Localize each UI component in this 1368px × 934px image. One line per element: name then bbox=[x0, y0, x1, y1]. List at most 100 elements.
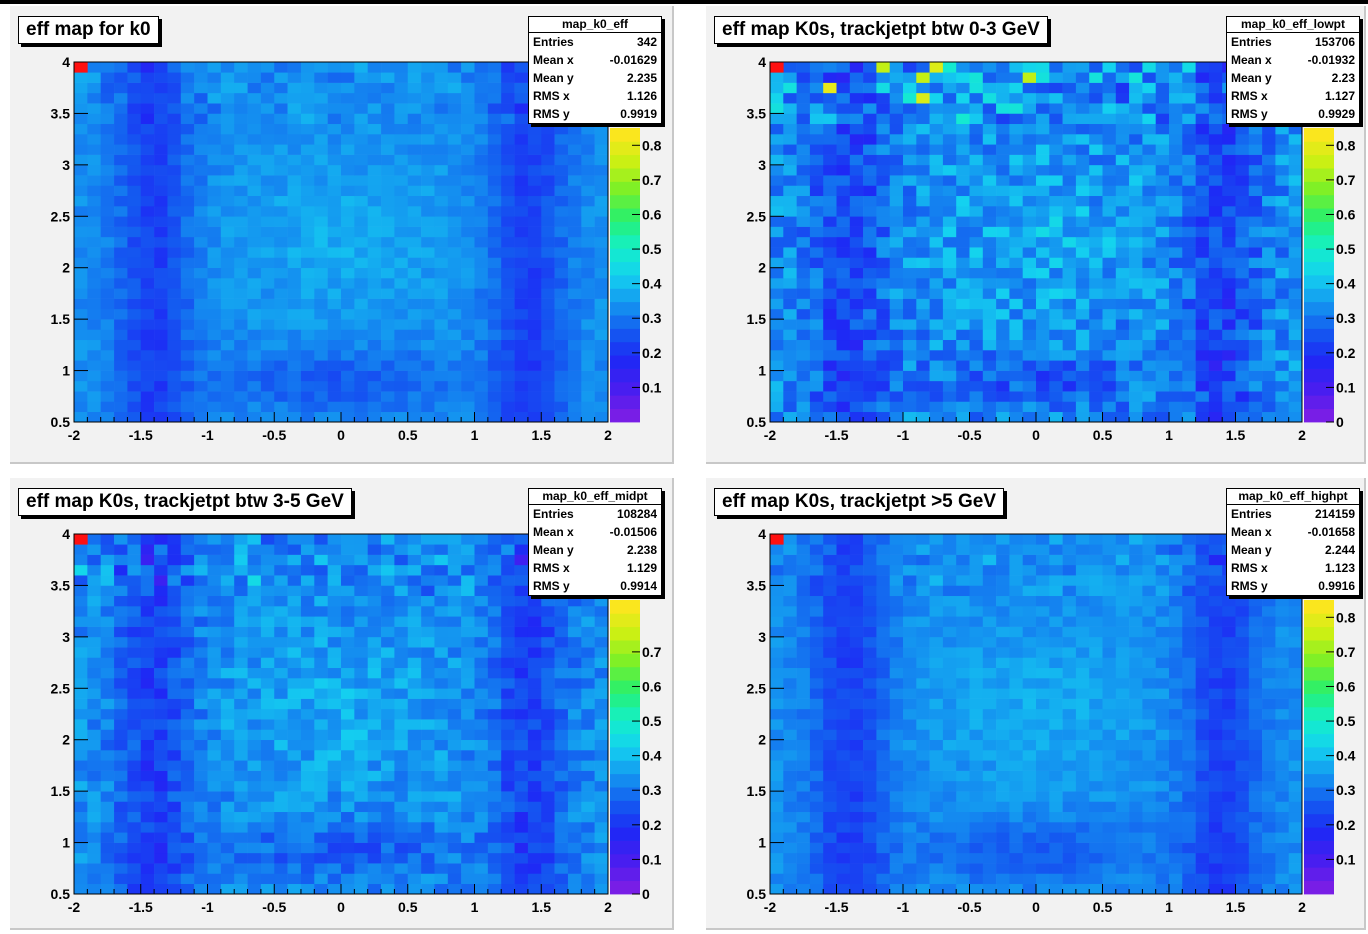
heatmap-cell bbox=[434, 175, 449, 186]
heatmap-cell bbox=[447, 350, 462, 361]
heatmap-cell bbox=[341, 206, 355, 217]
heatmap-cell bbox=[903, 123, 917, 135]
heatmap-cell bbox=[474, 401, 489, 413]
heatmap-cell bbox=[1262, 278, 1276, 289]
heatmap-cell bbox=[594, 647, 609, 658]
heatmap-cell bbox=[74, 134, 88, 145]
heatmap-cell bbox=[1275, 319, 1289, 330]
heatmap-cell bbox=[100, 883, 115, 895]
heatmap-cell bbox=[194, 811, 208, 823]
heatmap-cell bbox=[783, 863, 797, 874]
heatmap-cell bbox=[407, 134, 422, 145]
heatmap-cell bbox=[474, 822, 489, 833]
heatmap-cell bbox=[140, 842, 155, 854]
heatmap-cell bbox=[287, 688, 302, 699]
heatmap-cell bbox=[770, 411, 784, 423]
heatmap-cell bbox=[207, 401, 222, 413]
heatmap-cell bbox=[796, 103, 811, 114]
heatmap-cell bbox=[367, 626, 382, 638]
heatmap-cell bbox=[956, 842, 970, 854]
stats-label: RMS y bbox=[1231, 107, 1268, 121]
heatmap-cell bbox=[180, 852, 195, 864]
heatmap-cell bbox=[287, 595, 302, 607]
heatmap-cell bbox=[1275, 267, 1289, 279]
heatmap-cell bbox=[1102, 278, 1117, 289]
heatmap-cell bbox=[260, 185, 275, 197]
heatmap-cell bbox=[140, 832, 155, 843]
heatmap-cell bbox=[1155, 123, 1170, 135]
heatmap-cell bbox=[1036, 391, 1050, 402]
heatmap-cell bbox=[796, 339, 811, 351]
heatmap-cell bbox=[1102, 154, 1117, 166]
heatmap-cell bbox=[194, 267, 208, 279]
heatmap-cell bbox=[876, 278, 890, 289]
heatmap-cell bbox=[514, 370, 529, 382]
heatmap-cell bbox=[260, 226, 275, 238]
heatmap-cell bbox=[501, 247, 515, 258]
z-tick-label: 0.5 bbox=[1336, 241, 1356, 257]
heatmap-cell bbox=[1036, 206, 1050, 217]
heatmap-cell bbox=[1115, 791, 1130, 802]
heatmap-cell bbox=[127, 113, 142, 125]
heatmap-cell bbox=[367, 657, 382, 669]
heatmap-cell bbox=[836, 873, 851, 885]
heatmap-cell bbox=[234, 195, 248, 207]
heatmap-cell bbox=[594, 308, 609, 320]
heatmap-cell bbox=[220, 873, 235, 885]
heatmap-cell bbox=[287, 72, 302, 83]
heatmap-cell bbox=[541, 780, 555, 792]
heatmap-cell bbox=[1208, 329, 1223, 341]
heatmap-cell bbox=[796, 288, 811, 299]
heatmap-cell bbox=[836, 811, 851, 823]
heatmap-cell bbox=[876, 842, 890, 854]
heatmap-cell bbox=[140, 719, 155, 730]
heatmap-cell bbox=[514, 401, 529, 413]
heatmap-cell bbox=[1089, 175, 1103, 186]
heatmap-cell bbox=[903, 257, 917, 269]
heatmap-cell bbox=[1049, 123, 1063, 135]
heatmap-cell bbox=[554, 226, 569, 238]
heatmap-cell bbox=[1115, 134, 1130, 145]
heatmap-cell bbox=[956, 154, 970, 166]
heatmap-cell bbox=[916, 144, 930, 155]
heatmap-cell bbox=[1195, 832, 1210, 843]
color-scale-segment bbox=[610, 867, 640, 882]
heatmap-cell bbox=[1062, 134, 1077, 145]
heatmap-cell bbox=[1009, 62, 1023, 73]
heatmap-cell bbox=[1222, 308, 1236, 320]
y-tick-label: 2 bbox=[62, 732, 70, 748]
heatmap-cell bbox=[74, 698, 88, 710]
heatmap-cell bbox=[180, 678, 195, 689]
heatmap-cell bbox=[287, 811, 302, 823]
heatmap-cell bbox=[956, 339, 970, 351]
heatmap-cell bbox=[581, 801, 595, 813]
heatmap-cell bbox=[234, 370, 248, 382]
heatmap-cell bbox=[982, 82, 997, 94]
heatmap-cell bbox=[527, 770, 542, 782]
color-scale-segment bbox=[610, 261, 640, 276]
heatmap-cell bbox=[1075, 185, 1090, 197]
heatmap-cell bbox=[234, 380, 248, 392]
heatmap-cell bbox=[1049, 185, 1063, 197]
heatmap-cell bbox=[220, 801, 235, 813]
heatmap-cell bbox=[487, 647, 502, 658]
heatmap-cell bbox=[381, 719, 395, 730]
heatmap-cell bbox=[234, 123, 248, 135]
heatmap-cell bbox=[929, 298, 944, 310]
heatmap-cell bbox=[849, 852, 864, 864]
heatmap-cell bbox=[447, 391, 462, 402]
heatmap-cell bbox=[1182, 350, 1196, 361]
heatmap-cell bbox=[956, 236, 970, 248]
heatmap-cell bbox=[487, 92, 502, 104]
heatmap-cell bbox=[1195, 134, 1210, 145]
heatmap-cell bbox=[421, 185, 435, 197]
heatmap-cell bbox=[876, 801, 890, 813]
heatmap-cell bbox=[501, 791, 515, 802]
heatmap-cell bbox=[594, 801, 609, 813]
heatmap-cell bbox=[474, 154, 489, 166]
heatmap-cell bbox=[916, 852, 930, 864]
heatmap-cell bbox=[889, 267, 904, 279]
heatmap-cell bbox=[1182, 319, 1196, 330]
heatmap-cell bbox=[354, 206, 368, 217]
heatmap-cell bbox=[823, 267, 837, 279]
